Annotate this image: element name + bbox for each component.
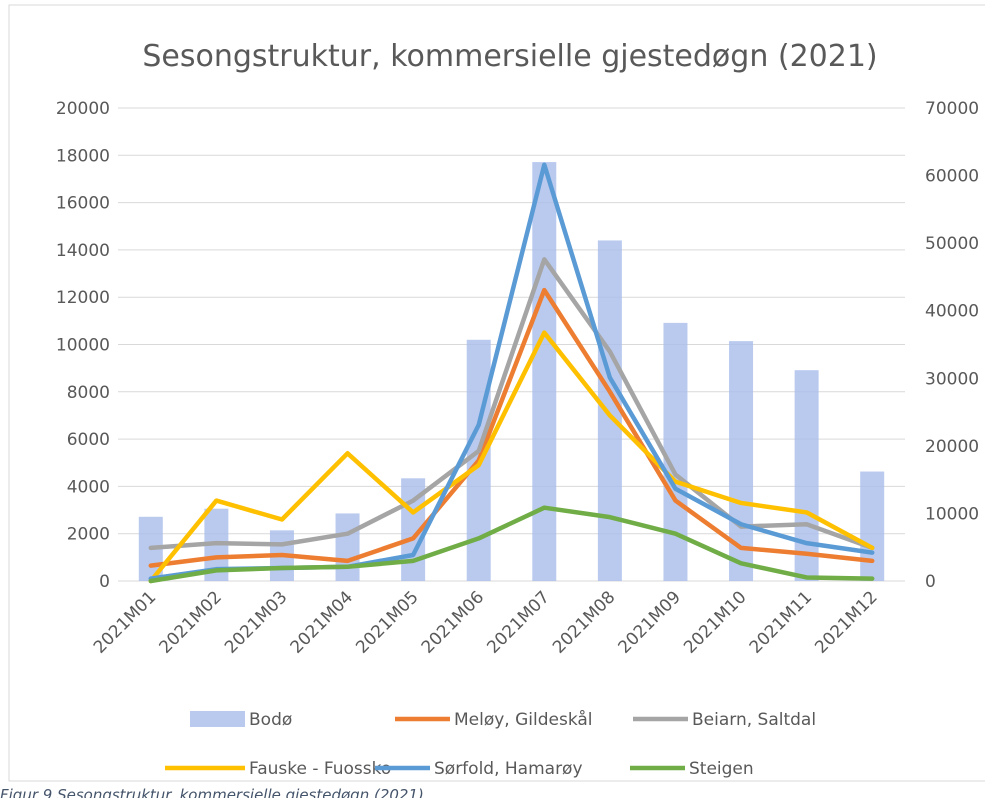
y-tick-label: 8000: [67, 383, 110, 403]
bar: [532, 162, 557, 582]
y2-tick-label: 40000: [925, 302, 979, 322]
y-tick-label: 20000: [56, 99, 110, 119]
legend-label: Beiarn, Saltdal: [692, 710, 816, 730]
line-series: [148, 330, 875, 584]
legend-label: Steigen: [689, 759, 754, 779]
y-tick-label: 4000: [67, 477, 110, 497]
y-tick-label: 2000: [67, 525, 110, 545]
y-tick-label: 16000: [56, 194, 110, 214]
caption: Figur 9 Sesongstruktur, kommersielle gje…: [0, 786, 424, 798]
y-tick-label: 0: [99, 572, 110, 592]
bar: [729, 341, 754, 581]
y-tick-label: 14000: [56, 241, 110, 261]
bar: [335, 513, 360, 581]
y-tick-label: 10000: [56, 336, 110, 356]
chart-title: Sesongstruktur, kommersielle gjestedøgn …: [142, 39, 877, 74]
legend-label: Meløy, Gildeskål: [454, 709, 593, 730]
line-series: [148, 287, 875, 568]
y2-tick-label: 30000: [925, 369, 979, 389]
y2-tick-label: 60000: [925, 167, 979, 187]
y2-tick-label: 20000: [925, 437, 979, 457]
legend-swatch: [190, 711, 245, 727]
bar: [794, 370, 819, 581]
y2-tick-label: 10000: [925, 504, 979, 524]
bar: [663, 322, 688, 581]
bar: [860, 471, 885, 581]
y-tick-label: 18000: [56, 146, 110, 166]
legend-label: Bodø: [249, 710, 292, 730]
y-tick-label: 6000: [67, 430, 110, 450]
y2-tick-label: 70000: [925, 99, 979, 119]
legend-label: Sørfold, Hamarøy: [434, 759, 583, 779]
bar: [597, 240, 622, 581]
y2-tick-label: 0: [925, 572, 936, 592]
y2-tick-label: 50000: [925, 234, 979, 254]
y-tick-label: 12000: [56, 288, 110, 308]
line-series: [148, 505, 875, 584]
legend-label: Fauske - Fuossko: [249, 759, 391, 779]
